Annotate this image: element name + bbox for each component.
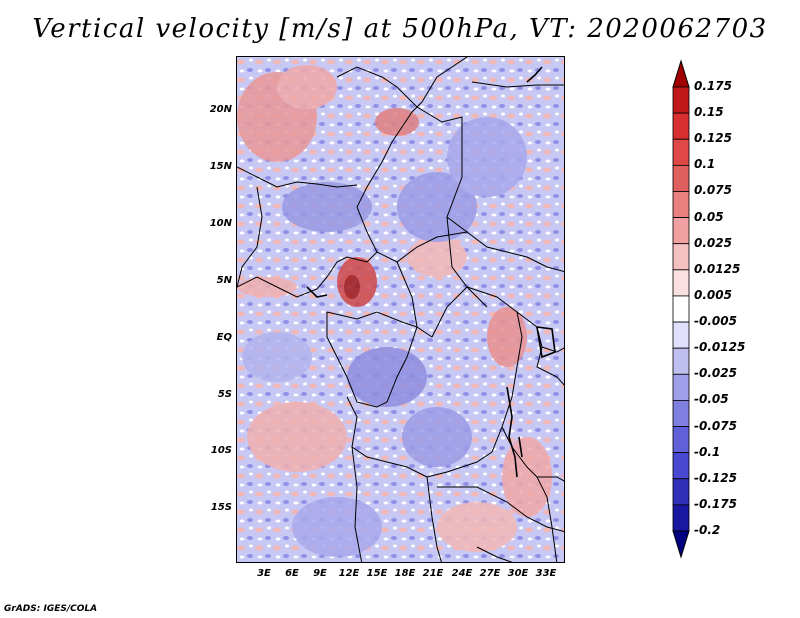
colorbar-swatch — [672, 86, 690, 114]
lat-label: 5S — [217, 389, 232, 400]
lat-label: EQ — [216, 332, 232, 343]
lat-label: 15N — [209, 161, 232, 172]
colorbar-swatch — [672, 191, 690, 218]
country-borders — [237, 57, 564, 562]
lat-label: 10N — [209, 218, 232, 229]
colorbar-swatch — [672, 321, 690, 349]
chart-title: Vertical velocity [m/s] at 500hPa, VT: 2… — [32, 14, 768, 44]
lon-label: 12E — [338, 568, 360, 579]
colorbar-swatch — [672, 426, 690, 454]
colorbar-label: -0.125 — [694, 470, 737, 485]
colorbar-swatch — [672, 504, 690, 532]
lat-label: 5N — [216, 275, 232, 286]
lon-label: 9E — [313, 568, 327, 579]
colorbar-label: -0.05 — [694, 392, 729, 407]
colorbar-label: -0.175 — [694, 496, 737, 511]
lakes-coast — [306, 66, 556, 478]
colorbar-label: 0.025 — [694, 235, 732, 250]
lat-label: 15S — [210, 502, 232, 513]
colorbar-swatch-top — [672, 59, 690, 88]
lat-label: 20N — [209, 104, 232, 115]
colorbar-swatch — [672, 452, 690, 480]
lon-label: 30E — [507, 568, 529, 579]
lon-label: 3E — [257, 568, 271, 579]
lon-label: 18E — [394, 568, 416, 579]
lon-label: 33E — [535, 568, 557, 579]
colorbar-swatch — [672, 138, 690, 166]
lon-label: 27E — [479, 568, 501, 579]
colorbar-label: -0.075 — [694, 418, 737, 433]
colorbar-swatch-bottom — [672, 530, 690, 559]
lon-label: 24E — [451, 568, 473, 579]
colorbar-label: 0.1 — [694, 157, 716, 172]
lon-label: 15E — [366, 568, 388, 579]
colorbar-swatch — [672, 112, 690, 140]
colorbar-label: -0.1 — [694, 444, 721, 459]
colorbar-swatch — [672, 164, 690, 192]
colorbar-label: -0.025 — [694, 366, 737, 381]
velocity-field — [237, 57, 564, 562]
colorbar-label: 0.15 — [694, 105, 724, 120]
colorbar-swatch — [672, 269, 690, 297]
colorbar-swatch — [672, 217, 690, 245]
colorbar-swatch — [672, 400, 690, 427]
credit-text: GrADS: IGES/COLA — [4, 604, 98, 614]
colorbar-swatch — [672, 243, 690, 271]
colorbar-label: 0.175 — [694, 79, 732, 93]
colorbar-swatch — [672, 373, 690, 401]
colorbar-label: 0.125 — [694, 131, 732, 146]
colorbar-label: -0.0125 — [694, 340, 746, 355]
colorbar-swatches — [672, 59, 690, 559]
colorbar-swatch — [672, 295, 690, 323]
lon-label: 21E — [422, 568, 444, 579]
colorbar-label: 0.0125 — [694, 261, 741, 276]
colorbar-swatch — [672, 347, 690, 375]
map-panel — [236, 56, 565, 563]
colorbar-label: 0.075 — [694, 183, 732, 198]
colorbar-label: 0.005 — [694, 287, 732, 302]
colorbar-swatch — [672, 478, 690, 506]
colorbar-label: 0.05 — [694, 209, 724, 224]
lat-label: 10S — [210, 445, 232, 456]
lon-label: 6E — [285, 568, 299, 579]
colorbar-label: -0.005 — [694, 314, 737, 329]
colorbar-label: -0.2 — [694, 523, 721, 537]
